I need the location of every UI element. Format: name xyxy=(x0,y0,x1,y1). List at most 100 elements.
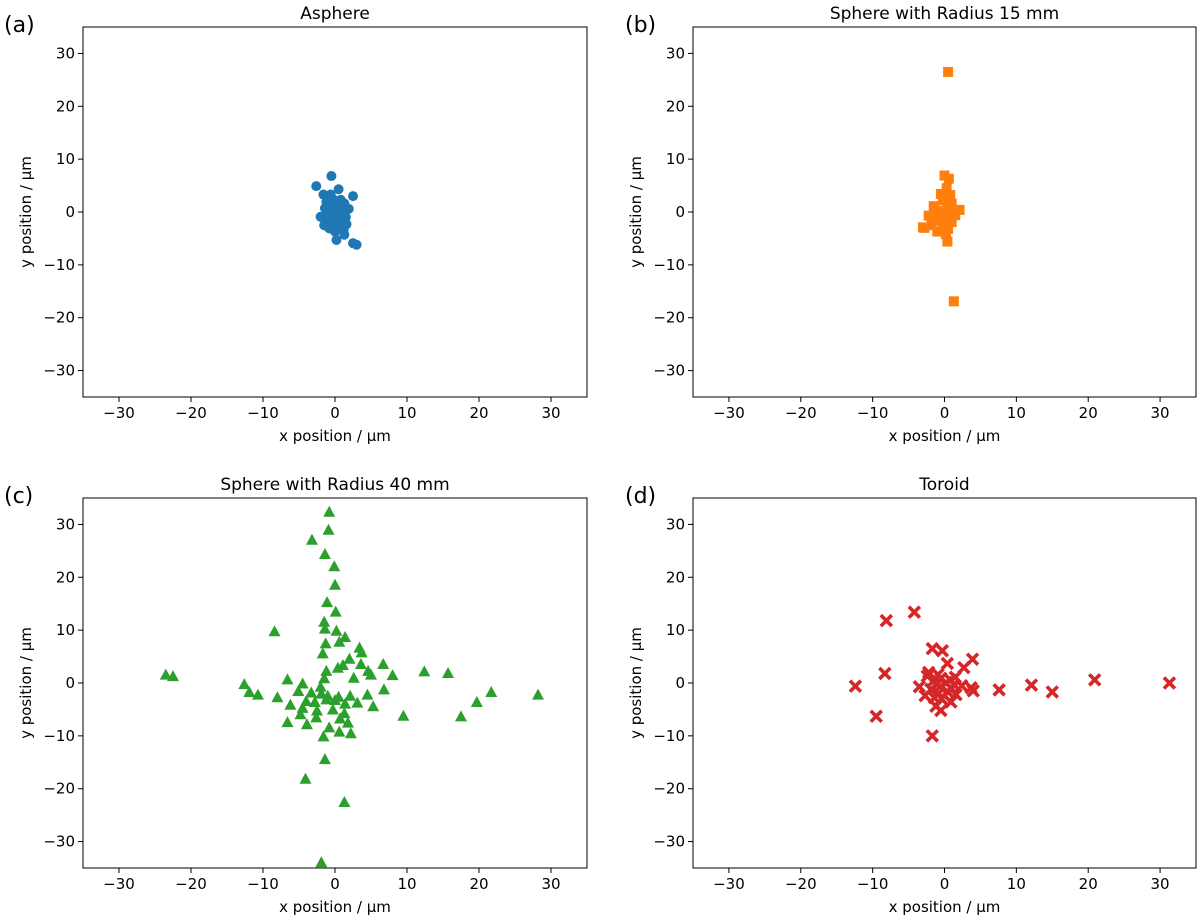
data-point xyxy=(344,689,357,701)
data-point xyxy=(284,698,297,710)
y-tick-label: 0 xyxy=(65,674,75,692)
x-tick-label: 20 xyxy=(1079,875,1098,893)
x-tick-label: 20 xyxy=(1079,404,1098,422)
data-point xyxy=(333,635,346,647)
panel-a: (a) Asphere x position / µm y position /… xyxy=(4,4,588,445)
data-point xyxy=(912,679,927,694)
data-point xyxy=(316,647,329,659)
data-point xyxy=(326,171,337,182)
y-tick-label: 0 xyxy=(675,203,685,221)
axis-ticks: −30 −20 −10 0 10 20 30 −30 −20 −10 0 10 20 30 xyxy=(653,515,1169,893)
y-tick-label: −10 xyxy=(43,256,75,274)
y-tick-label: −10 xyxy=(653,727,685,745)
x-tick-label: 20 xyxy=(469,404,488,422)
axis-ticks: −30 −20 −10 0 10 20 30 −30 −20 −10 0 10 20 30 xyxy=(43,44,560,422)
x-tick-label: −30 xyxy=(713,404,745,422)
data-point xyxy=(918,688,932,703)
data-point xyxy=(318,672,331,684)
data-point xyxy=(159,668,172,680)
data-point xyxy=(333,184,344,195)
x-axis-label: x position / µm xyxy=(889,427,1001,445)
data-point xyxy=(271,691,284,703)
x-tick-label: −20 xyxy=(785,404,817,422)
data-point xyxy=(310,711,323,723)
y-tick-label: −30 xyxy=(653,362,685,380)
y-tick-label: 10 xyxy=(666,150,685,168)
data-point xyxy=(331,661,344,673)
data-point xyxy=(318,622,331,634)
data-point xyxy=(950,210,961,221)
data-point xyxy=(965,652,980,666)
x-tick-label: 10 xyxy=(1007,404,1026,422)
x-tick-label: 30 xyxy=(1151,404,1170,422)
data-point xyxy=(333,725,346,737)
chart-title: Toroid xyxy=(918,475,969,495)
data-point xyxy=(354,658,367,669)
data-point xyxy=(966,684,980,698)
data-point xyxy=(367,700,380,712)
data-point xyxy=(311,704,323,716)
data-point xyxy=(281,716,294,728)
data-point xyxy=(348,191,358,202)
y-tick-label: 0 xyxy=(675,674,685,692)
axis-ticks: −30 −20 −10 0 10 20 30 −30 −20 −10 0 10 20 30 xyxy=(653,44,1169,422)
y-tick-label: 20 xyxy=(666,97,685,115)
x-tick-label: 0 xyxy=(330,404,340,422)
x-tick-label: 0 xyxy=(940,875,950,893)
x-tick-label: 10 xyxy=(1007,875,1026,893)
x-tick-label: −20 xyxy=(175,404,207,422)
y-axis-label: y position / µm xyxy=(627,156,645,268)
data-point xyxy=(344,727,357,739)
data-point xyxy=(1162,676,1177,690)
data-point xyxy=(1045,685,1060,699)
y-tick-label: 30 xyxy=(56,44,75,62)
data-point xyxy=(321,596,334,608)
panel-label: (d) xyxy=(625,484,656,509)
x-tick-label: −30 xyxy=(713,875,745,893)
x-tick-label: 0 xyxy=(940,404,950,422)
y-tick-label: −30 xyxy=(43,833,75,851)
data-point xyxy=(317,730,330,742)
data-point xyxy=(992,683,1006,697)
data-point xyxy=(948,296,959,307)
data-point xyxy=(305,533,318,545)
data-point xyxy=(955,678,969,693)
data-point xyxy=(377,658,390,669)
y-tick-label: −20 xyxy=(653,780,685,798)
x-tick-label: 20 xyxy=(469,875,488,893)
data-point xyxy=(320,693,333,705)
data-point xyxy=(351,239,362,250)
data-point xyxy=(319,637,332,649)
data-point xyxy=(315,856,328,868)
x-tick-label: −10 xyxy=(247,875,279,893)
data-point xyxy=(292,684,305,696)
data-point xyxy=(300,718,313,730)
plot-frame xyxy=(82,26,588,398)
data-point xyxy=(268,625,281,637)
data-point xyxy=(938,195,949,206)
data-point xyxy=(943,66,954,77)
data-point xyxy=(339,697,352,709)
y-tick-label: 10 xyxy=(56,621,75,639)
data-point xyxy=(957,660,971,675)
data-point xyxy=(251,688,264,700)
data-point xyxy=(941,183,952,194)
x-tick-label: 30 xyxy=(541,404,560,422)
data-point xyxy=(339,229,350,240)
data-point xyxy=(334,712,347,724)
data-point xyxy=(397,709,410,721)
data-point xyxy=(934,703,948,718)
data-point xyxy=(879,613,894,628)
data-point xyxy=(326,703,339,715)
data-point xyxy=(917,222,928,233)
data-point xyxy=(347,671,360,683)
x-axis-label: x position / µm xyxy=(279,898,391,916)
data-point xyxy=(355,646,368,658)
data-point xyxy=(294,708,307,720)
y-tick-label: −30 xyxy=(43,362,75,380)
chart-title: Sphere with Radius 40 mm xyxy=(220,475,449,495)
data-point xyxy=(322,523,335,535)
data-point xyxy=(338,795,351,807)
data-point xyxy=(932,226,943,237)
